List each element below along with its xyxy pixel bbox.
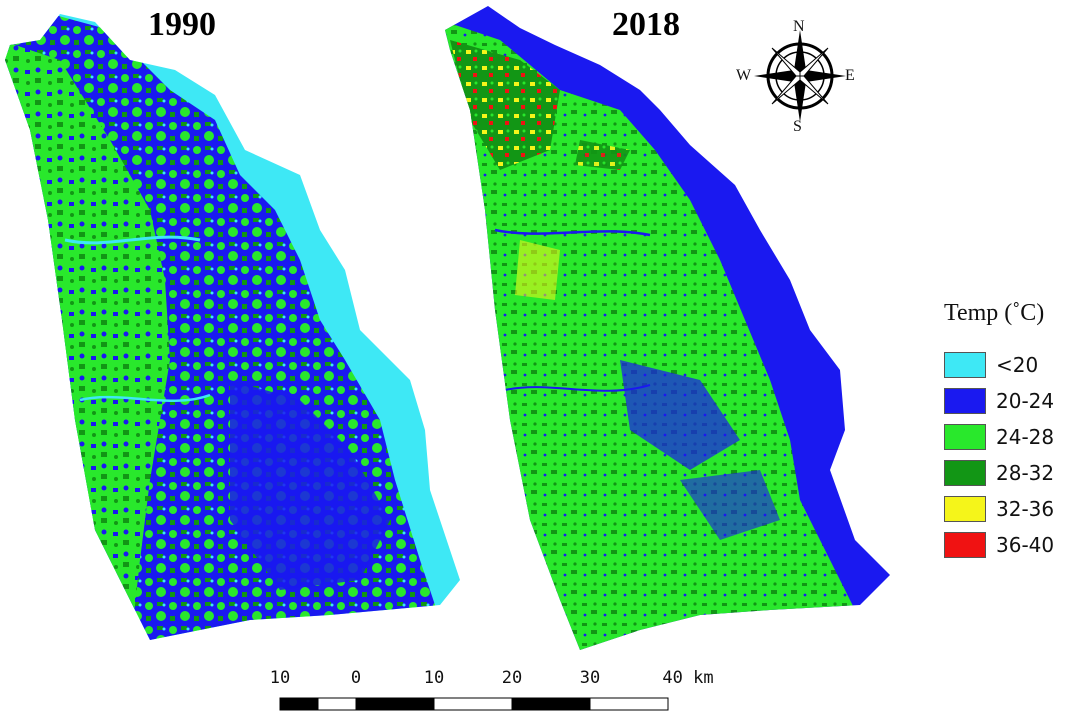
legend-title: Temp (˚C) [944, 300, 1045, 326]
compass-north-label: N [793, 18, 805, 35]
legend-label: 24-28 [996, 425, 1055, 449]
temperature-legend: Temp (˚C) <20 20-24 24-28 28-32 32-36 36-40 [944, 300, 1054, 563]
legend-label: <20 [996, 353, 1039, 377]
map-1990 [5, 14, 460, 640]
compass-west-label: W [736, 67, 752, 84]
scale-tick-label: 0 [350, 668, 362, 688]
legend-swatch [944, 460, 986, 486]
legend-label: 20-24 [996, 389, 1055, 413]
scale-tick-label: 40 km [662, 668, 714, 688]
legend-item: 36-40 [944, 527, 1054, 563]
map-2018 [445, 6, 890, 650]
legend-item: 32-36 [944, 491, 1054, 527]
scale-tick-label: 10 [423, 668, 445, 688]
legend-swatch [944, 532, 986, 558]
legend-item: 24-28 [944, 419, 1054, 455]
compass-rose-icon [754, 30, 846, 122]
compass-south-label: S [793, 118, 802, 135]
panel-title-1990: 1990 [148, 6, 216, 43]
legend-swatch [944, 496, 986, 522]
legend-label: 32-36 [996, 497, 1055, 521]
scale-tick-label: 30 [579, 668, 601, 688]
scale-tick-label: 10 [269, 668, 291, 688]
scale-bar [279, 697, 669, 711]
legend-swatch [944, 388, 986, 414]
legend-items: <20 20-24 24-28 28-32 32-36 36-40 [944, 347, 1054, 563]
legend-swatch [944, 352, 986, 378]
compass-east-label: E [845, 67, 855, 84]
legend-item: 20-24 [944, 383, 1054, 419]
legend-item: <20 [944, 347, 1054, 383]
legend-label: 36-40 [996, 533, 1055, 557]
legend-swatch [944, 424, 986, 450]
legend-label: 28-32 [996, 461, 1055, 485]
scale-tick-label: 20 [501, 668, 523, 688]
legend-item: 28-32 [944, 455, 1054, 491]
panel-title-2018: 2018 [612, 6, 680, 43]
